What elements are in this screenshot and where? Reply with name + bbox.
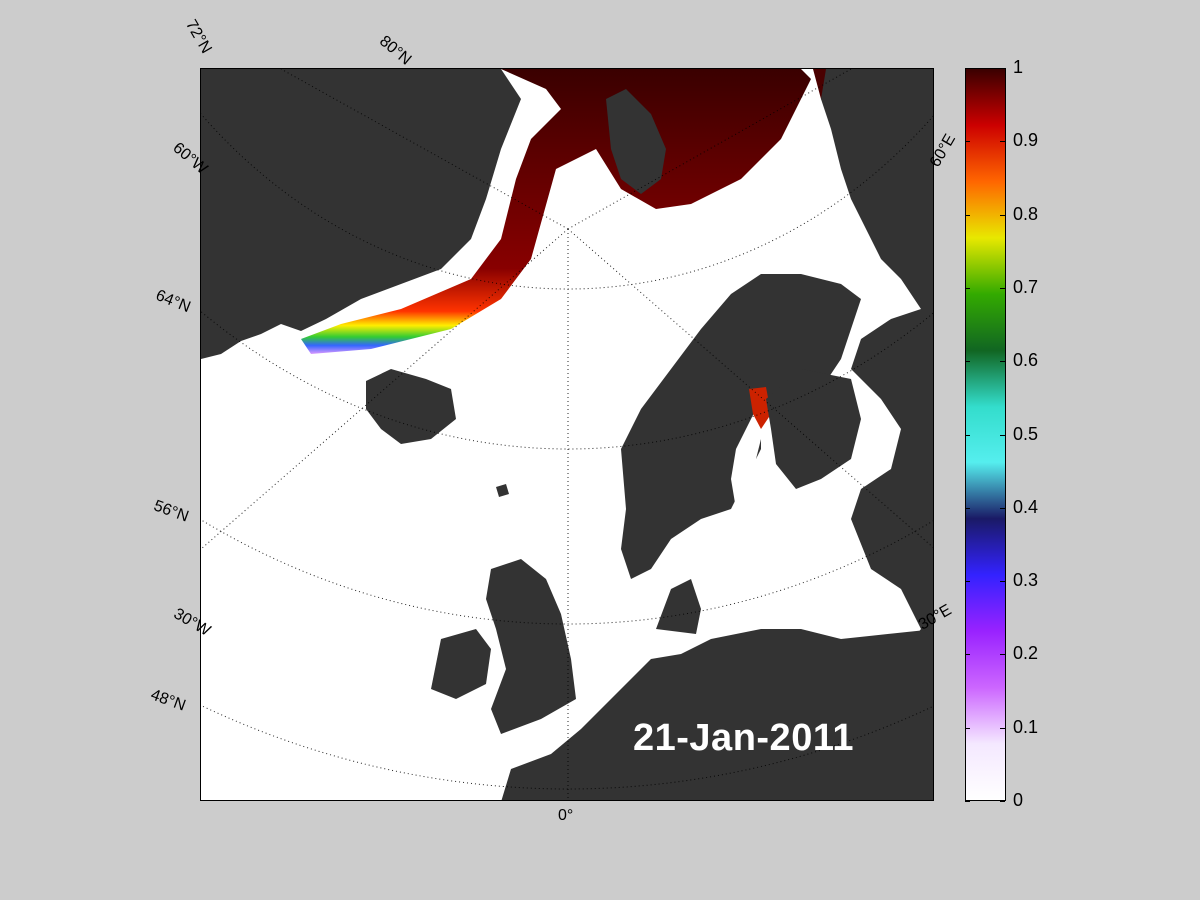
- faroe-land: [496, 484, 509, 497]
- colorbar-tick-label: 0.7: [1013, 276, 1039, 297]
- scandinavia-land: [621, 274, 861, 579]
- colorbar-tick-mark: [1000, 507, 1005, 509]
- graticule: [201, 69, 933, 800]
- lat-label-48n: 48°N: [148, 686, 188, 715]
- denmark-land: [656, 579, 701, 634]
- finland-land: [766, 369, 861, 489]
- colorbar-tick-mark: [965, 141, 970, 143]
- colorbar-tick-label: 0.9: [1013, 130, 1039, 151]
- bothnia-ice: [749, 387, 771, 429]
- colorbar-tick-label: 0.4: [1013, 496, 1039, 517]
- colorbar-tick-label: 0.8: [1013, 203, 1039, 224]
- colorbar-tick-mark: [1000, 801, 1005, 802]
- colorbar-tick-mark: [1000, 287, 1005, 289]
- lat-label-56n: 56°N: [151, 497, 191, 526]
- colorbar-tick-mark: [1000, 68, 1005, 69]
- colorbar-tick-mark: [1000, 727, 1005, 729]
- colorbar-tick-label: 1: [1013, 57, 1024, 77]
- colorbar-tick-label: 0.3: [1013, 570, 1039, 591]
- colorbar-tick-mark: [1000, 141, 1005, 143]
- colorbar-tick-mark: [1000, 434, 1005, 436]
- ireland-land: [431, 629, 491, 699]
- colorbar: [965, 68, 1006, 801]
- lat-label-72n: 72°N: [182, 17, 215, 57]
- lon-label-0: 0°: [558, 807, 574, 824]
- sea-ice-map: [200, 68, 934, 801]
- colorbar-tick-mark: [965, 361, 970, 363]
- baltic-sea: [701, 399, 831, 634]
- date-label: 21-Jan-2011: [633, 717, 854, 759]
- britain-land: [486, 559, 576, 734]
- iceland-land: [366, 369, 456, 444]
- colorbar-tick-mark: [965, 727, 970, 729]
- colorbar-tick-label: 0.5: [1013, 423, 1039, 444]
- greenland-land: [201, 69, 521, 359]
- russia-land: [751, 69, 933, 800]
- svalbard-land: [606, 89, 666, 194]
- colorbar-tick-label: 0.1: [1013, 716, 1039, 737]
- colorbar-tick-mark: [1000, 361, 1005, 363]
- colorbar-tick-mark: [1000, 581, 1005, 583]
- colorbar-tick-mark: [965, 581, 970, 583]
- map-canvas: [201, 69, 933, 800]
- colorbar-tick-mark: [1000, 654, 1005, 656]
- colorbar-tick-mark: [1000, 214, 1005, 216]
- colorbar-tick-mark: [965, 287, 970, 289]
- colorbar-tick-mark: [965, 434, 970, 436]
- colorbar-tick-mark: [965, 801, 970, 802]
- continent-land: [501, 629, 933, 800]
- colorbar-tick-mark: [965, 214, 970, 216]
- lat-label-80n: 80°N: [376, 32, 415, 69]
- colorbar-tick-label: 0.6: [1013, 350, 1039, 371]
- colorbar-tick-mark: [965, 507, 970, 509]
- colorbar-tick-label: 0.2: [1013, 643, 1039, 664]
- colorbar-tick-mark: [965, 654, 970, 656]
- colorbar-tick-label: 0: [1013, 790, 1024, 810]
- lat-label-64n: 64°N: [153, 286, 193, 317]
- colorbar-tick-mark: [965, 68, 970, 69]
